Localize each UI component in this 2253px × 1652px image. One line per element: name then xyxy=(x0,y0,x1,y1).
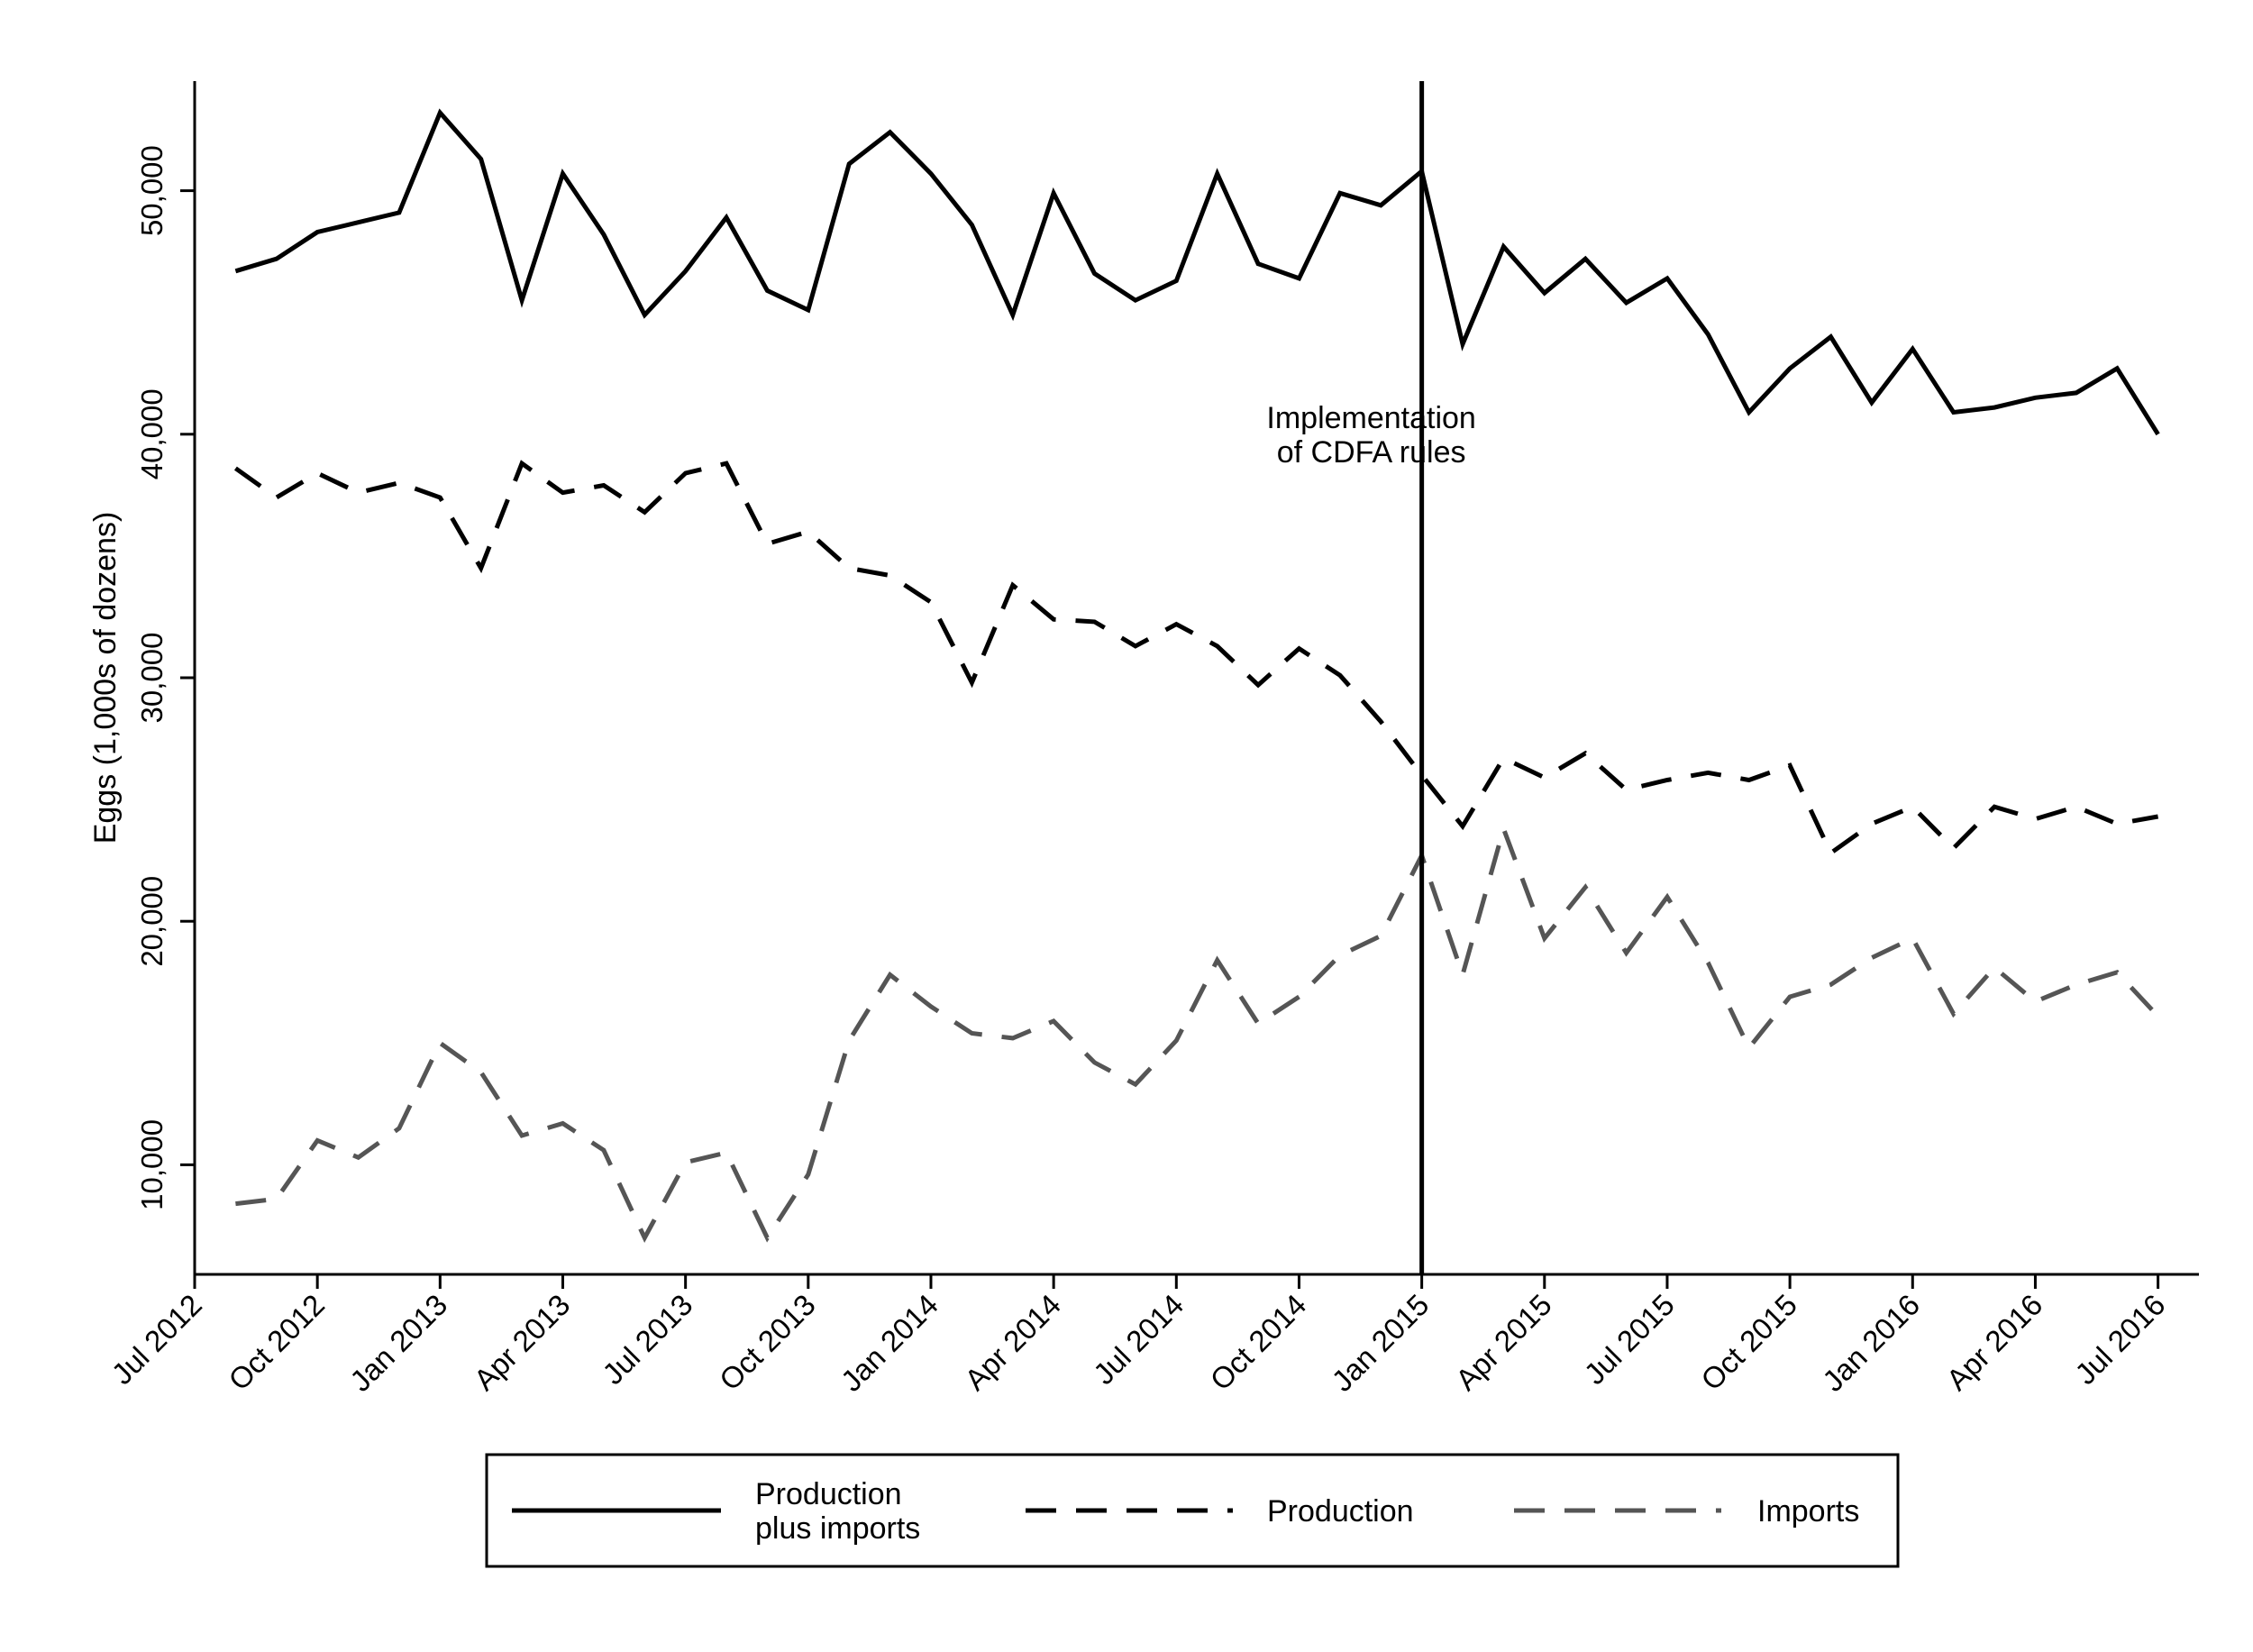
x-tick-label: Jul 2013 xyxy=(596,1288,698,1391)
x-tick-label: Jul 2015 xyxy=(1578,1288,1681,1391)
x-axis: Jul 2012 Oct 2012 Jan 2013 Apr 2013 Jul 2013… xyxy=(105,1273,2199,1398)
series-line-2 xyxy=(235,821,2160,1244)
x-tick-label: Jan 2014 xyxy=(835,1288,944,1398)
legend-label-1: Production xyxy=(1267,1494,1414,1529)
x-tick-label: Apr 2016 xyxy=(1940,1288,2049,1397)
annotation-text: of CDFA rules xyxy=(1277,435,1466,470)
y-tick-label: 40,000 xyxy=(135,388,169,479)
legend-label-0: plus imports xyxy=(755,1511,920,1546)
legend-label-2: Imports xyxy=(1757,1494,1859,1529)
y-tick-label: 10,000 xyxy=(135,1119,169,1210)
y-axis: 10,000 20,000 30,000 40,000 50,000 xyxy=(135,81,196,1274)
x-tick-label: Oct 2015 xyxy=(1694,1288,1803,1397)
legend-label-0: Production xyxy=(755,1477,902,1511)
x-tick-label: Jan 2016 xyxy=(1816,1288,1926,1398)
x-tick-label: Apr 2013 xyxy=(468,1288,577,1397)
x-tick-label: Jul 2014 xyxy=(1087,1288,1190,1391)
x-tick-label: Oct 2014 xyxy=(1204,1288,1313,1397)
x-tick-label: Oct 2012 xyxy=(222,1288,331,1397)
y-axis-label: Eggs (1,000s of dozens) xyxy=(88,512,123,844)
annotation-text: Implementation xyxy=(1266,401,1475,435)
y-tick-label: 50,000 xyxy=(135,145,169,236)
x-tick-label: Apr 2014 xyxy=(958,1288,1067,1397)
y-tick-label: 30,000 xyxy=(135,633,169,724)
x-tick-label: Jul 2012 xyxy=(105,1288,208,1391)
series-lines xyxy=(233,108,2160,1244)
series-line-1 xyxy=(233,460,2159,857)
x-tick-label: Jul 2016 xyxy=(2068,1288,2171,1391)
y-tick-label: 20,000 xyxy=(135,876,169,967)
x-tick-label: Oct 2013 xyxy=(713,1288,822,1397)
x-tick-label: Jan 2013 xyxy=(343,1288,453,1398)
x-tick-label: Jan 2015 xyxy=(1325,1288,1435,1398)
x-tick-label: Apr 2015 xyxy=(1449,1288,1558,1397)
series-line-0 xyxy=(234,108,2160,436)
